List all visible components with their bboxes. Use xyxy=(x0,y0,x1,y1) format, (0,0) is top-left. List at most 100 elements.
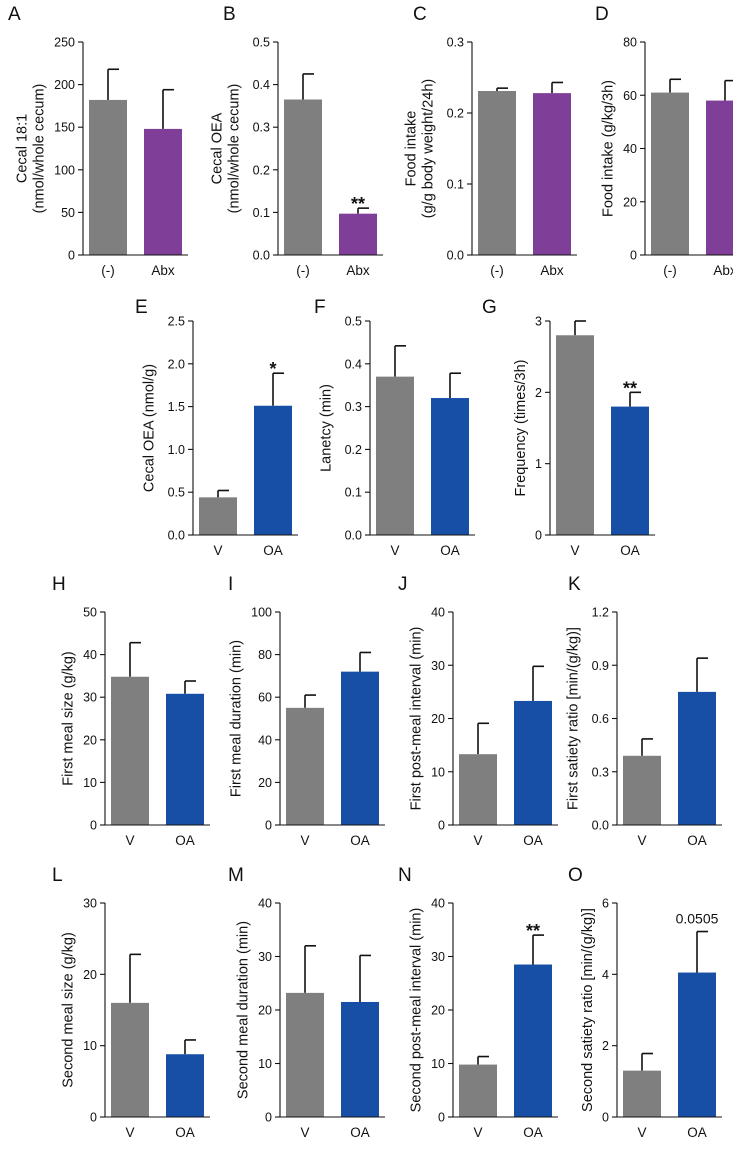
y-tick-label: 0.0 xyxy=(168,529,185,543)
x-tick-label: V xyxy=(125,1125,134,1140)
y-tick-label: 40 xyxy=(258,897,272,911)
y-tick-label: 2.5 xyxy=(168,315,185,329)
y-tick-label: 20 xyxy=(258,776,272,790)
panel-m: M 0 10 20 30 40 Second meal duration (min) V OA xyxy=(228,865,385,1140)
significance-label: ** xyxy=(623,378,637,398)
bar-v xyxy=(459,1064,497,1117)
y-tick-label: 0.2 xyxy=(253,163,270,177)
y-tick-label: 0.4 xyxy=(253,78,270,92)
bar-abx xyxy=(533,93,571,256)
x-tick-label: (-) xyxy=(490,263,504,278)
bar-v xyxy=(111,676,149,825)
panel-a: A 0 50 100 150 200 250 Cecal 18:1 (nmol/whole ce… xyxy=(8,4,188,278)
panel-o: O 0 2 4 6 Second satiety ratio [min/(g/kg)] V O… xyxy=(568,865,722,1140)
x-tick-label: V xyxy=(300,833,309,848)
panel-label: C xyxy=(413,4,427,25)
y-tick-label: 40 xyxy=(623,142,637,156)
bar-v xyxy=(623,755,661,825)
y-tick-label: 3 xyxy=(535,315,542,329)
y-axis-label: Cecal 18:1 xyxy=(14,114,30,183)
bar-control xyxy=(284,99,322,255)
y-axis-label: First satiety ratio [min/(g/kg)] xyxy=(565,627,581,810)
panel-label: F xyxy=(314,297,326,318)
y-tick-label: 0.3 xyxy=(592,765,609,779)
y-tick-label: 10 xyxy=(83,776,97,790)
y-tick-label: 80 xyxy=(623,36,637,50)
y-axis-label: (nmol/whole cecum) xyxy=(31,84,47,214)
y-axis-label: Second meal size (g/kg) xyxy=(61,932,77,1088)
y-axis-label: Second meal duration (min) xyxy=(236,921,252,1099)
y-tick-label: 100 xyxy=(251,606,272,620)
bar-oa xyxy=(678,691,716,825)
y-tick-label: 30 xyxy=(83,691,97,705)
y-tick-label: 2 xyxy=(602,1039,609,1053)
panel-l: L 0 10 20 30 Second meal size (g/kg) V OA xyxy=(52,865,210,1140)
y-tick-label: 0.2 xyxy=(447,107,464,121)
panel-label: I xyxy=(228,574,233,595)
bar-v xyxy=(286,707,324,825)
y-tick-label: 40 xyxy=(431,606,445,620)
y-tick-label: 0.5 xyxy=(253,36,270,50)
panel-label: D xyxy=(595,4,609,25)
x-tick-label: V xyxy=(473,1125,482,1140)
y-tick-label: 40 xyxy=(83,648,97,662)
y-tick-label: 1.5 xyxy=(168,400,185,414)
bar-v xyxy=(111,1002,149,1117)
y-axis-label: (nmol/whole cecum) xyxy=(226,84,242,214)
bar-oa xyxy=(166,693,204,825)
y-tick-label: 0 xyxy=(630,249,637,263)
y-tick-label: 0.9 xyxy=(592,659,609,673)
bar-v xyxy=(376,376,414,535)
panel-f: F 0.0 0.1 0.2 0.3 0.4 0.5 Lanetcy (min) V OA xyxy=(314,297,475,558)
bar-abx xyxy=(706,100,733,255)
y-tick-label: 250 xyxy=(54,36,75,50)
y-tick-label: 0 xyxy=(90,819,97,833)
bar-v xyxy=(199,497,237,535)
bar-oa xyxy=(254,405,292,535)
x-tick-label: (-) xyxy=(296,263,310,278)
x-tick-label: V xyxy=(125,833,134,848)
y-tick-label: 0.1 xyxy=(447,178,464,192)
y-tick-label: 0.5 xyxy=(168,486,185,500)
panel-k: K 0.0 0.3 0.6 0.9 1.2 First satiety ratio [min… xyxy=(565,574,722,848)
x-tick-label: V xyxy=(390,543,399,558)
x-tick-label: OA xyxy=(687,1125,707,1140)
y-tick-label: 6 xyxy=(602,897,609,911)
y-axis-label: Cecal OEA xyxy=(209,112,225,184)
y-tick-label: 0.3 xyxy=(253,121,270,135)
y-tick-label: 20 xyxy=(258,1004,272,1018)
x-tick-label: OA xyxy=(523,1125,543,1140)
bar-abx xyxy=(339,213,377,255)
panel-d: D 0 20 40 60 80 Food intake (g/kg/3h) (-) Abx xyxy=(595,4,733,278)
y-tick-label: 2.0 xyxy=(168,357,185,371)
y-tick-label: 80 xyxy=(258,648,272,662)
y-tick-label: 1 xyxy=(535,457,542,471)
y-tick-label: 0.2 xyxy=(345,443,362,457)
panel-label: H xyxy=(52,574,66,595)
y-axis-label: Second satiety ratio [min/(g/kg)] xyxy=(580,908,596,1112)
y-tick-label: 30 xyxy=(258,950,272,964)
y-tick-label: 0 xyxy=(90,1111,97,1125)
bar-oa xyxy=(611,406,649,535)
y-tick-label: 20 xyxy=(431,1004,445,1018)
significance-label: * xyxy=(269,359,276,379)
bar-oa xyxy=(341,671,379,825)
bar-oa xyxy=(514,700,552,825)
y-tick-label: 20 xyxy=(431,712,445,726)
y-tick-label: 0 xyxy=(535,529,542,543)
x-tick-label: Abx xyxy=(346,263,370,278)
y-tick-label: 60 xyxy=(623,89,637,103)
bar-v xyxy=(556,335,594,535)
panel-label: L xyxy=(52,865,63,886)
y-tick-label: 30 xyxy=(83,897,97,911)
y-tick-label: 30 xyxy=(431,659,445,673)
bar-oa xyxy=(166,1054,204,1117)
panel-i: I 0 20 40 60 80 100 First meal duration (min) V O… xyxy=(228,574,385,848)
y-axis-label: Food intake (g/kg/3h) xyxy=(601,80,617,217)
y-tick-label: 1.2 xyxy=(592,606,609,620)
panel-g: G 0 1 2 3 Frequency (times/3h) V OA ** xyxy=(482,297,655,558)
bar-oa xyxy=(431,398,469,535)
x-tick-label: V xyxy=(637,1125,646,1140)
y-tick-label: 200 xyxy=(54,78,75,92)
significance-label: 0.0505 xyxy=(676,911,719,927)
